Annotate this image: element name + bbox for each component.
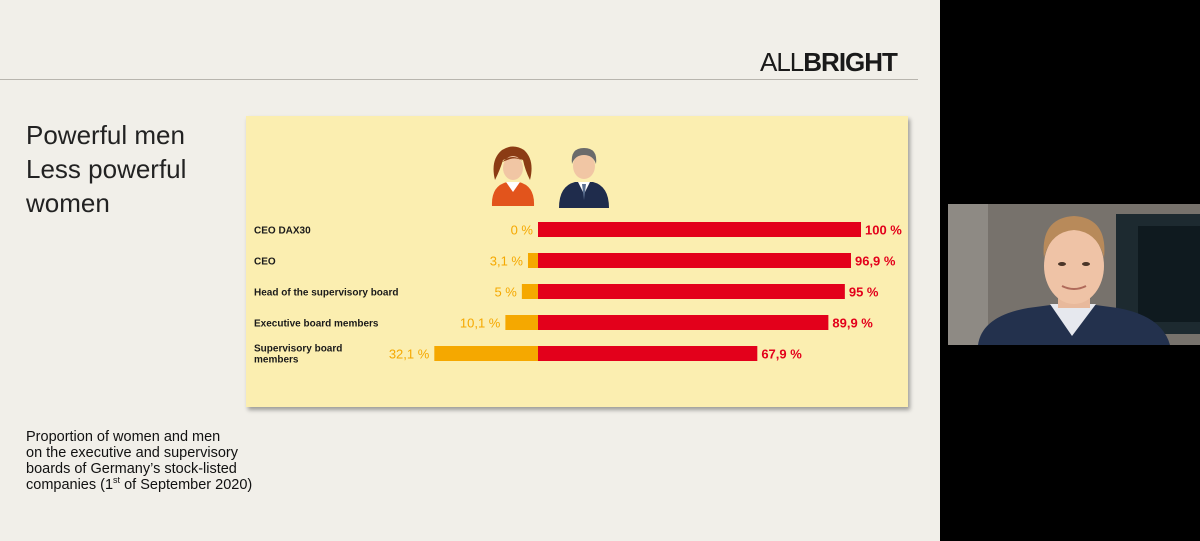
woman-avatar-icon [491,146,535,206]
gender-bar-chart: CEO DAX30 0 % 100 % CEO 3,1 % 96,9 % Head of t… [254,146,902,366]
women-bar [527,253,538,268]
women-bar [505,315,538,330]
presentation-slide: ALLBRIGHT Powerful men Less powerful wom… [0,0,940,541]
speaker-video[interactable] [948,204,1200,345]
men-bar [538,284,845,299]
category-label: Supervisory board members [254,344,342,366]
men-bar [538,222,861,237]
men-bar [538,315,829,330]
chart-panel: CEO DAX30 0 % 100 % CEO 3,1 % 96,9 % Head of t… [246,116,908,407]
headline-line: Less powerful [26,154,187,184]
headline-line: Powerful men [26,120,185,150]
men-value-label: 96,9 % [855,254,896,269]
man-avatar-icon [559,148,609,208]
category-label: CEO DAX30 [254,226,311,237]
women-value-label: 5 % [494,285,517,300]
headline-line: women [26,188,110,218]
women-value-label: 32,1 % [389,347,430,362]
women-value-label: 10,1 % [460,316,501,331]
chart-caption: Proportion of women and men on the execu… [26,429,253,493]
men-bar [538,346,758,361]
category-label: Head of the supervisory board [254,288,398,299]
header-divider [0,79,918,80]
slide-headline: Powerful men Less powerful women [26,118,186,220]
men-value-label: 89,9 % [832,316,873,331]
women-value-label: 3,1 % [490,254,524,269]
men-value-label: 95 % [849,285,879,300]
women-bar [521,284,538,299]
men-bar [538,253,851,268]
men-value-label: 100 % [865,223,902,238]
speaker-video-frame [948,204,1200,345]
women-bar [434,346,538,361]
men-value-label: 67,9 % [761,347,802,362]
category-label: Executive board members [254,319,379,330]
allbright-logo: ALLBRIGHT [760,47,898,77]
category-label: CEO [254,257,276,268]
women-value-label: 0 % [511,223,534,238]
